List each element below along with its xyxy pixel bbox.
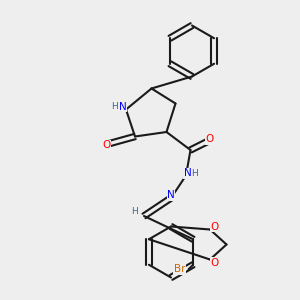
Text: H: H bbox=[192, 169, 198, 178]
Text: N: N bbox=[118, 101, 126, 112]
Text: O: O bbox=[210, 257, 219, 268]
Text: H: H bbox=[111, 102, 118, 111]
Text: O: O bbox=[210, 221, 219, 232]
Text: N: N bbox=[167, 190, 175, 200]
Text: Br: Br bbox=[174, 264, 185, 274]
Text: N: N bbox=[184, 168, 191, 178]
Text: H: H bbox=[132, 207, 138, 216]
Text: O: O bbox=[206, 134, 214, 145]
Text: O: O bbox=[102, 140, 111, 151]
